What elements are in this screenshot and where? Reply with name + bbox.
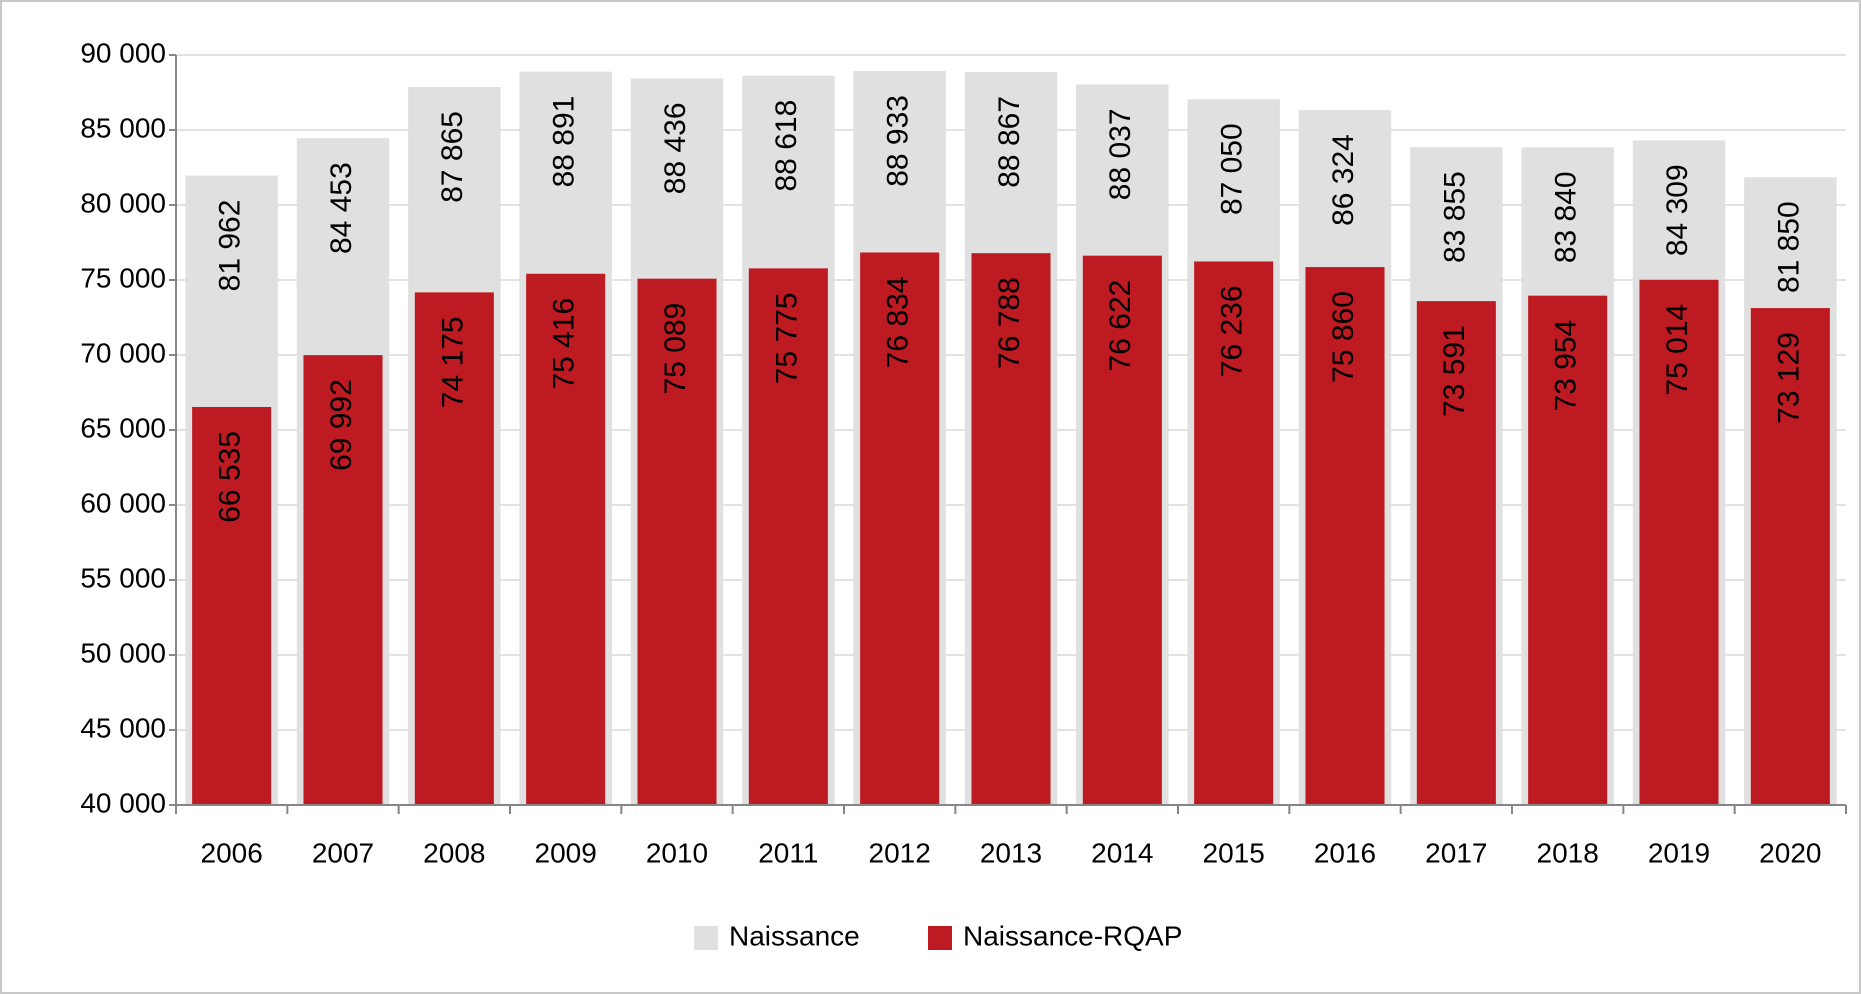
bar xyxy=(860,252,940,806)
bar xyxy=(971,253,1051,805)
y-tick-label: 50 000 xyxy=(80,637,166,668)
value-label: 88 891 xyxy=(548,96,581,188)
value-label: 87 050 xyxy=(1216,123,1249,215)
bar xyxy=(1639,279,1719,805)
y-tick-label: 85 000 xyxy=(80,112,166,143)
legend-label: Naissance-RQAP xyxy=(963,920,1182,951)
y-tick-label: 90 000 xyxy=(80,37,166,68)
bar xyxy=(637,278,717,805)
x-tick-label: 2010 xyxy=(646,837,708,868)
value-label: 75 860 xyxy=(1327,291,1360,383)
value-label: 74 175 xyxy=(436,316,469,408)
x-tick-label: 2014 xyxy=(1091,837,1153,868)
bar xyxy=(1528,295,1608,805)
value-label: 69 992 xyxy=(325,379,358,471)
x-tick-label: 2016 xyxy=(1314,837,1376,868)
y-tick-label: 40 000 xyxy=(80,787,166,818)
x-tick-label: 2018 xyxy=(1537,837,1599,868)
value-label: 87 865 xyxy=(436,111,469,203)
bar xyxy=(1305,267,1385,806)
value-label: 76 622 xyxy=(1104,280,1137,372)
value-label: 75 775 xyxy=(770,292,803,384)
value-label: 84 453 xyxy=(325,162,358,254)
x-tick-label: 2006 xyxy=(201,837,263,868)
value-label: 86 324 xyxy=(1327,134,1360,226)
x-tick-label: 2011 xyxy=(758,837,818,868)
value-label: 88 436 xyxy=(659,102,692,194)
value-label: 73 129 xyxy=(1772,332,1805,424)
value-label: 88 037 xyxy=(1104,108,1137,200)
value-label: 75 014 xyxy=(1661,304,1694,396)
x-tick-label: 2009 xyxy=(535,837,597,868)
x-tick-label: 2020 xyxy=(1759,837,1821,868)
bar xyxy=(1750,308,1830,805)
value-label: 75 416 xyxy=(548,298,581,390)
y-tick-label: 80 000 xyxy=(80,187,166,218)
bar xyxy=(1416,301,1496,805)
y-tick-label: 45 000 xyxy=(80,712,166,743)
bar xyxy=(526,273,606,805)
x-tick-label: 2015 xyxy=(1203,837,1265,868)
legend-swatch xyxy=(928,926,952,950)
y-tick-label: 65 000 xyxy=(80,412,166,443)
legend-swatch xyxy=(694,926,718,950)
bar xyxy=(1082,255,1162,806)
value-label: 73 591 xyxy=(1438,325,1471,417)
value-label: 76 834 xyxy=(882,276,915,368)
y-tick-label: 70 000 xyxy=(80,337,166,368)
x-tick-label: 2013 xyxy=(980,837,1042,868)
bar xyxy=(1194,261,1274,806)
x-tick-label: 2007 xyxy=(312,837,374,868)
value-label: 75 089 xyxy=(659,303,692,395)
value-label: 83 840 xyxy=(1550,171,1583,263)
value-label: 84 309 xyxy=(1661,164,1694,256)
x-tick-label: 2012 xyxy=(869,837,931,868)
legend-label: Naissance xyxy=(729,920,860,951)
bar xyxy=(414,292,494,805)
value-label: 81 962 xyxy=(214,200,247,292)
x-tick-label: 2017 xyxy=(1425,837,1487,868)
bar xyxy=(192,406,272,805)
bar xyxy=(748,268,828,805)
y-tick-label: 75 000 xyxy=(80,262,166,293)
value-label: 88 933 xyxy=(882,95,915,187)
x-tick-label: 2008 xyxy=(423,837,485,868)
value-label: 88 867 xyxy=(993,96,1026,188)
x-tick-label: 2019 xyxy=(1648,837,1710,868)
y-tick-label: 55 000 xyxy=(80,562,166,593)
value-label: 66 535 xyxy=(214,431,247,523)
value-label: 83 855 xyxy=(1438,171,1471,263)
value-label: 76 236 xyxy=(1216,285,1249,377)
value-label: 81 850 xyxy=(1772,201,1805,293)
bar xyxy=(303,355,383,805)
value-label: 73 954 xyxy=(1550,320,1583,412)
value-label: 88 618 xyxy=(770,100,803,192)
value-label: 76 788 xyxy=(993,277,1026,369)
y-tick-label: 60 000 xyxy=(80,487,166,518)
